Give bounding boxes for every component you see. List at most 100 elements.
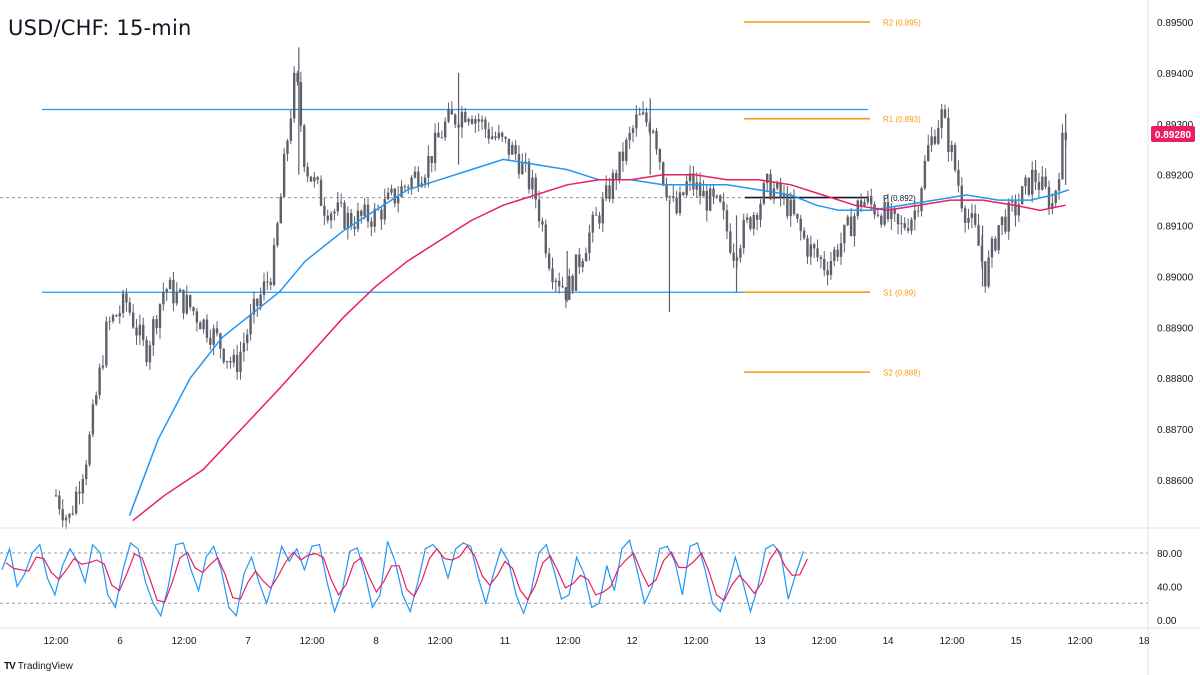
candle-body <box>524 161 527 163</box>
candle-body <box>564 287 568 300</box>
candle-body <box>450 109 454 115</box>
candle-body <box>863 202 866 206</box>
candle-body <box>725 210 729 232</box>
last-price-tag <box>1151 125 1195 142</box>
candle-body <box>1000 216 1004 226</box>
candle-body <box>78 491 81 494</box>
candle-body <box>755 215 759 220</box>
candle-body <box>990 238 994 258</box>
candle-body <box>470 119 474 124</box>
candle-body <box>229 361 232 363</box>
candle-body <box>81 479 85 494</box>
candle-body <box>823 258 826 271</box>
candle-body <box>551 268 554 283</box>
candle-body <box>893 208 896 214</box>
candle-body <box>437 132 440 138</box>
candle-body <box>631 128 635 133</box>
candle-body <box>225 361 229 363</box>
candle-body <box>598 215 601 224</box>
candle-body <box>645 112 648 123</box>
candle-body <box>118 313 121 317</box>
candle-body <box>363 204 366 216</box>
candle-body <box>507 138 511 155</box>
level-label-P: P (0.892) <box>883 194 916 203</box>
candle-body <box>165 289 168 293</box>
time-tick-label: 12:00 <box>171 636 196 647</box>
candle-body <box>423 177 427 184</box>
candle-body <box>403 186 407 188</box>
candle-body <box>890 208 893 220</box>
candle-body <box>759 203 762 220</box>
price-tick-label: 0.89100 <box>1157 222 1194 233</box>
candle-body <box>604 185 608 199</box>
candle-body <box>413 171 417 178</box>
candle-body <box>561 286 564 288</box>
candle-body <box>816 248 819 258</box>
tradingview-brand[interactable]: TV TradingView <box>4 661 73 672</box>
candle-body <box>762 182 766 204</box>
candle-body <box>111 315 115 322</box>
price-tick-label: 0.89200 <box>1157 171 1194 182</box>
candle-body <box>712 188 715 197</box>
candle-body <box>326 215 329 221</box>
candle-body <box>521 161 524 174</box>
candle-body <box>215 328 219 334</box>
candle-body <box>782 193 786 198</box>
moving-averages <box>128 158 1070 522</box>
candle-body <box>64 517 68 521</box>
candle-body <box>658 149 662 163</box>
candle-body <box>812 244 816 249</box>
candle-body <box>242 343 246 352</box>
candle-body <box>940 109 943 128</box>
candle-body <box>182 289 185 314</box>
candle-body <box>162 292 165 305</box>
stochastic-d-line <box>5 544 808 603</box>
candle-body <box>836 249 839 257</box>
candle-body <box>95 395 98 405</box>
candle-body <box>668 196 672 198</box>
candle-body <box>1004 216 1007 232</box>
candle-body <box>383 199 386 220</box>
candle-body <box>601 198 605 224</box>
candle-body <box>544 224 547 254</box>
candle-body <box>896 213 900 225</box>
time-tick-label: 12:00 <box>555 636 580 647</box>
candle-body <box>702 190 705 197</box>
candle-body <box>212 328 215 345</box>
candle-body <box>1034 169 1037 182</box>
candle-body <box>192 307 195 312</box>
time-tick-label: 18 <box>1138 636 1150 647</box>
candle-body <box>1010 201 1014 203</box>
candle-body <box>131 312 135 328</box>
candle-body <box>440 137 443 139</box>
candle-body <box>306 166 309 177</box>
pivot-levels: R2 (0.895) R1 (0.893) P (0.892) S1 (0.89) S2… <box>0 19 921 378</box>
candle-body <box>826 270 829 275</box>
candle-body <box>1020 186 1024 205</box>
candle-body <box>739 248 742 258</box>
candle-body <box>916 210 920 212</box>
candle-body <box>534 177 537 200</box>
candle-body <box>84 464 88 480</box>
candle-body <box>219 333 222 349</box>
candle-body <box>554 280 558 283</box>
candle-body <box>628 132 631 140</box>
candle-body <box>876 214 880 216</box>
candle-body <box>91 404 95 435</box>
candle-body <box>433 132 437 163</box>
candle-body <box>494 136 497 138</box>
candle-body <box>665 184 668 198</box>
candle-body <box>846 216 849 225</box>
candle-body <box>313 177 316 182</box>
candle-body <box>880 215 883 225</box>
candle-body <box>819 257 823 259</box>
candle-body <box>625 139 628 161</box>
level-label-R2: R2 (0.895) <box>883 19 921 28</box>
candle-body <box>1041 176 1044 190</box>
price-tick-label: 0.89400 <box>1157 69 1194 80</box>
price-tick-label: 0.88600 <box>1157 476 1194 487</box>
candle-body <box>662 162 665 185</box>
candle-body <box>138 324 142 336</box>
